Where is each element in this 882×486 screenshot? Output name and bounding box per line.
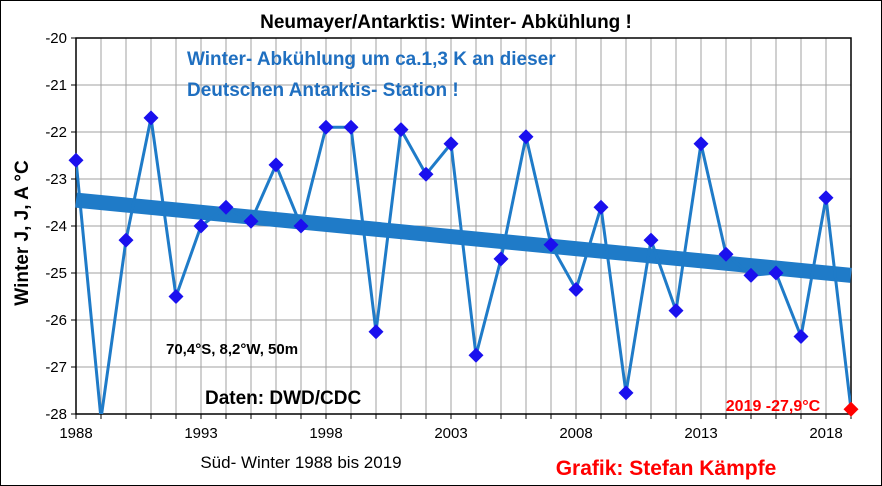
- chart-credit: Grafik: Stefan Kämpfe: [556, 457, 777, 480]
- data-point: [343, 119, 359, 135]
- station-info: 70,4°S, 8,2°W, 50m: [166, 341, 298, 358]
- data-point: [793, 328, 809, 344]
- data-point: [68, 152, 84, 168]
- data-point: [543, 237, 559, 253]
- x-axis-ticks: 1988 1993 1998 2003 2008 2013 2018: [59, 414, 852, 442]
- data-point: [643, 232, 659, 248]
- y-axis-label: Winter J, J, A °C: [12, 160, 33, 306]
- y-tick-label: -22: [45, 124, 67, 141]
- data-point: [493, 251, 509, 267]
- data-point: [318, 119, 334, 135]
- data-point: [618, 385, 634, 401]
- x-tick-label: 1993: [184, 425, 217, 442]
- data-point: [568, 281, 584, 297]
- chart-title: Neumayer/Antarktis: Winter- Abkühlung !: [260, 12, 632, 33]
- data-point: [118, 232, 134, 248]
- data-point: [743, 267, 759, 283]
- data-point: [143, 110, 159, 126]
- last-value-label: 2019 -27,9°C: [726, 398, 821, 415]
- data-point: [593, 199, 609, 215]
- x-tick-label: 2003: [434, 425, 467, 442]
- x-axis-label: Süd- Winter 1988 bis 2019: [200, 453, 401, 472]
- data-point: [693, 136, 709, 152]
- data-point: [768, 265, 784, 281]
- subtitle-line-2: Deutschen Antarktis- Station !: [187, 80, 459, 101]
- data-point: [468, 347, 484, 363]
- y-tick-label: -28: [45, 406, 67, 423]
- y-tick-label: -23: [45, 171, 67, 188]
- data-point: [243, 213, 259, 229]
- data-point-last: [843, 401, 859, 417]
- x-tick-label: 2018: [809, 425, 842, 442]
- y-tick-label: -21: [45, 77, 67, 94]
- data-point: [168, 289, 184, 304]
- x-tick-label: 2008: [559, 425, 592, 442]
- data-point: [668, 303, 684, 319]
- x-tick-label: 1988: [59, 425, 92, 442]
- x-tick-label: 2013: [684, 425, 717, 442]
- data-point: [218, 199, 234, 215]
- y-axis-ticks: -20 -21 -22 -23 -24 -25 -26 -27 -28: [45, 30, 76, 423]
- y-tick-label: -24: [45, 218, 67, 235]
- data-point: [718, 246, 734, 262]
- data-point: [443, 136, 459, 152]
- data-point: [418, 166, 434, 182]
- y-tick-label: -25: [45, 265, 67, 282]
- grid: [75, 37, 852, 415]
- data-point: [393, 122, 409, 138]
- y-tick-label: -26: [45, 312, 67, 329]
- data-point: [368, 324, 384, 340]
- data-point: [818, 190, 834, 206]
- data-point: [518, 129, 534, 145]
- data-point: [193, 218, 209, 234]
- data-source: Daten: DWD/CDC: [205, 388, 361, 409]
- y-tick-label: -20: [45, 30, 67, 47]
- x-tick-label: 1998: [309, 425, 342, 442]
- temperature-markers: [68, 110, 859, 417]
- y-tick-label: -27: [45, 359, 67, 376]
- data-point: [293, 218, 309, 234]
- data-point: [268, 157, 284, 173]
- subtitle-line-1: Winter- Abkühlung um ca.1,3 K an dieser: [187, 49, 556, 70]
